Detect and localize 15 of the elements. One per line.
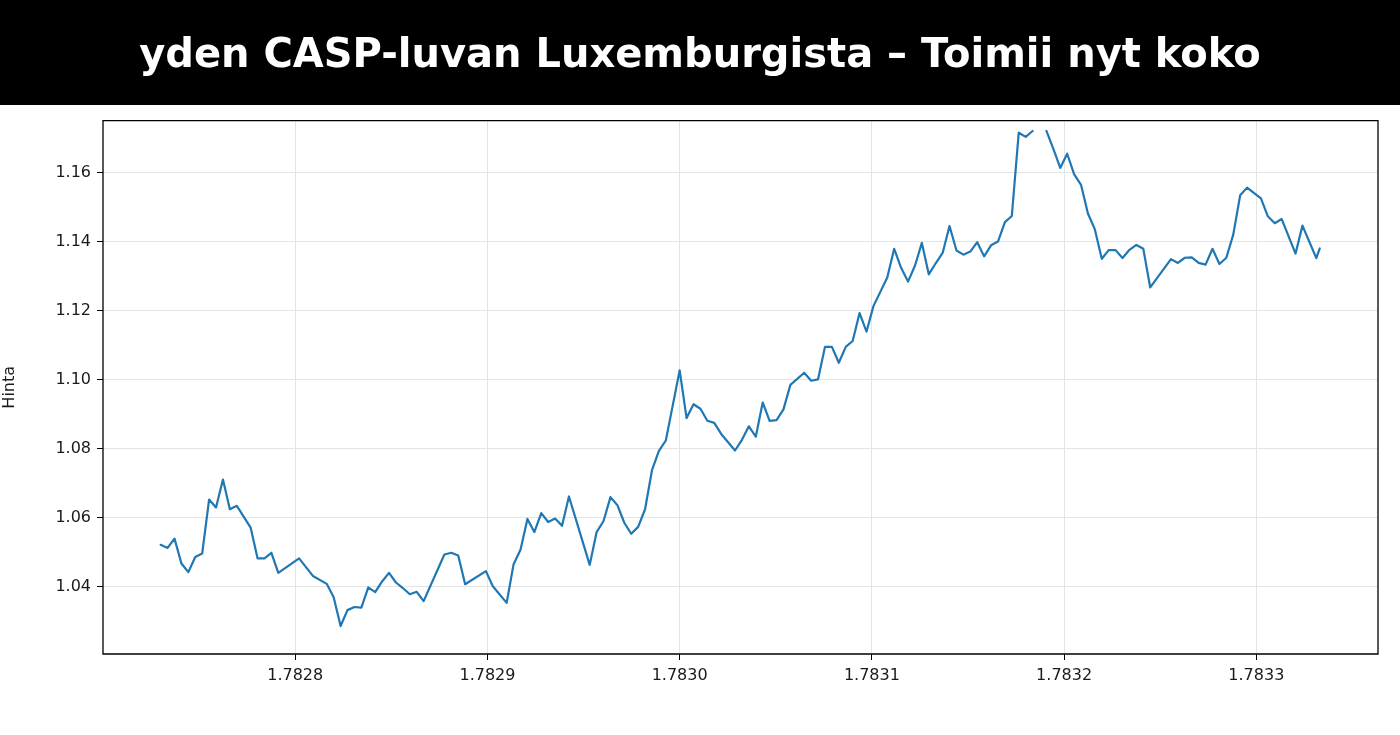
y-tick-label: 1.16 [55, 161, 91, 181]
y-tick-label: 1.10 [55, 368, 91, 388]
x-tick-label: 1.7830 [651, 664, 708, 684]
x-tick-label: 1.7829 [459, 664, 516, 684]
x-tick-label: 1.7828 [267, 664, 324, 684]
y-axis-title: Hinta [0, 365, 18, 409]
chart-title: yden CASP-luvan Luxemburgista – Toimii nyt koko [139, 29, 1261, 76]
x-tick-label: 1.7833 [1228, 664, 1285, 684]
y-tick-label: 1.06 [55, 507, 91, 527]
x-tick-label: 1.7832 [1036, 664, 1093, 684]
x-tick-label: 1.7831 [843, 664, 900, 684]
y-tick-label: 1.04 [55, 576, 91, 596]
y-tick-label: 1.12 [55, 299, 91, 319]
y-tick-label: 1.08 [55, 437, 91, 457]
y-tick-label: 1.14 [55, 230, 91, 250]
